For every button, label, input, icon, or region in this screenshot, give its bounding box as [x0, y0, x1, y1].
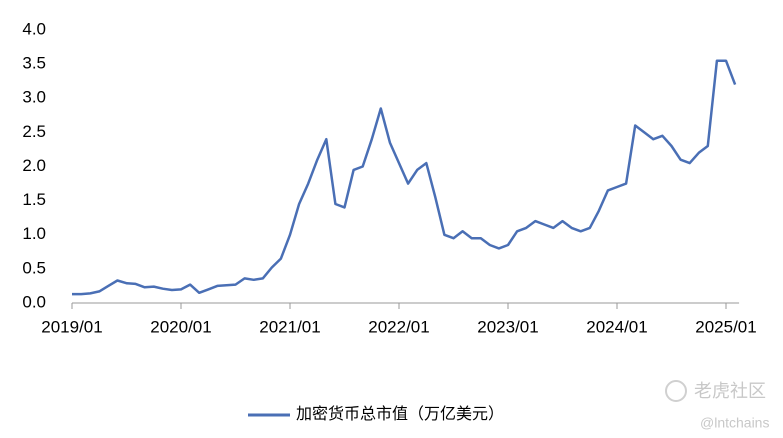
y-tick-label: 4.0: [22, 19, 46, 38]
y-tick-label: 3.0: [22, 88, 46, 107]
y-tick-label: 0.5: [22, 258, 46, 277]
y-tick-label: 2.5: [22, 122, 46, 141]
watermark-handle: @lntchains: [700, 415, 769, 431]
data-line: [72, 59, 737, 296]
y-tick-label: 0.0: [22, 292, 46, 311]
x-tick-label: 2025/01: [695, 317, 756, 336]
x-tick-label: 2019/01: [41, 317, 102, 336]
legend-label: 加密货币总市值（万亿美元）: [296, 405, 504, 423]
watermark-icon: [665, 380, 687, 402]
y-tick-label: 3.5: [22, 54, 46, 73]
watermark-text: 老虎社区: [694, 381, 766, 401]
x-tick-label: 2021/01: [259, 317, 320, 336]
x-tick-label: 2020/01: [150, 317, 211, 336]
x-tick-label: 2023/01: [477, 317, 538, 336]
x-tick-label: 2022/01: [368, 317, 429, 336]
y-tick-label: 1.0: [22, 224, 46, 243]
y-tick-label: 1.5: [22, 190, 46, 209]
y-tick-label: 2.0: [22, 156, 46, 175]
x-tick-label: 2024/01: [586, 317, 647, 336]
